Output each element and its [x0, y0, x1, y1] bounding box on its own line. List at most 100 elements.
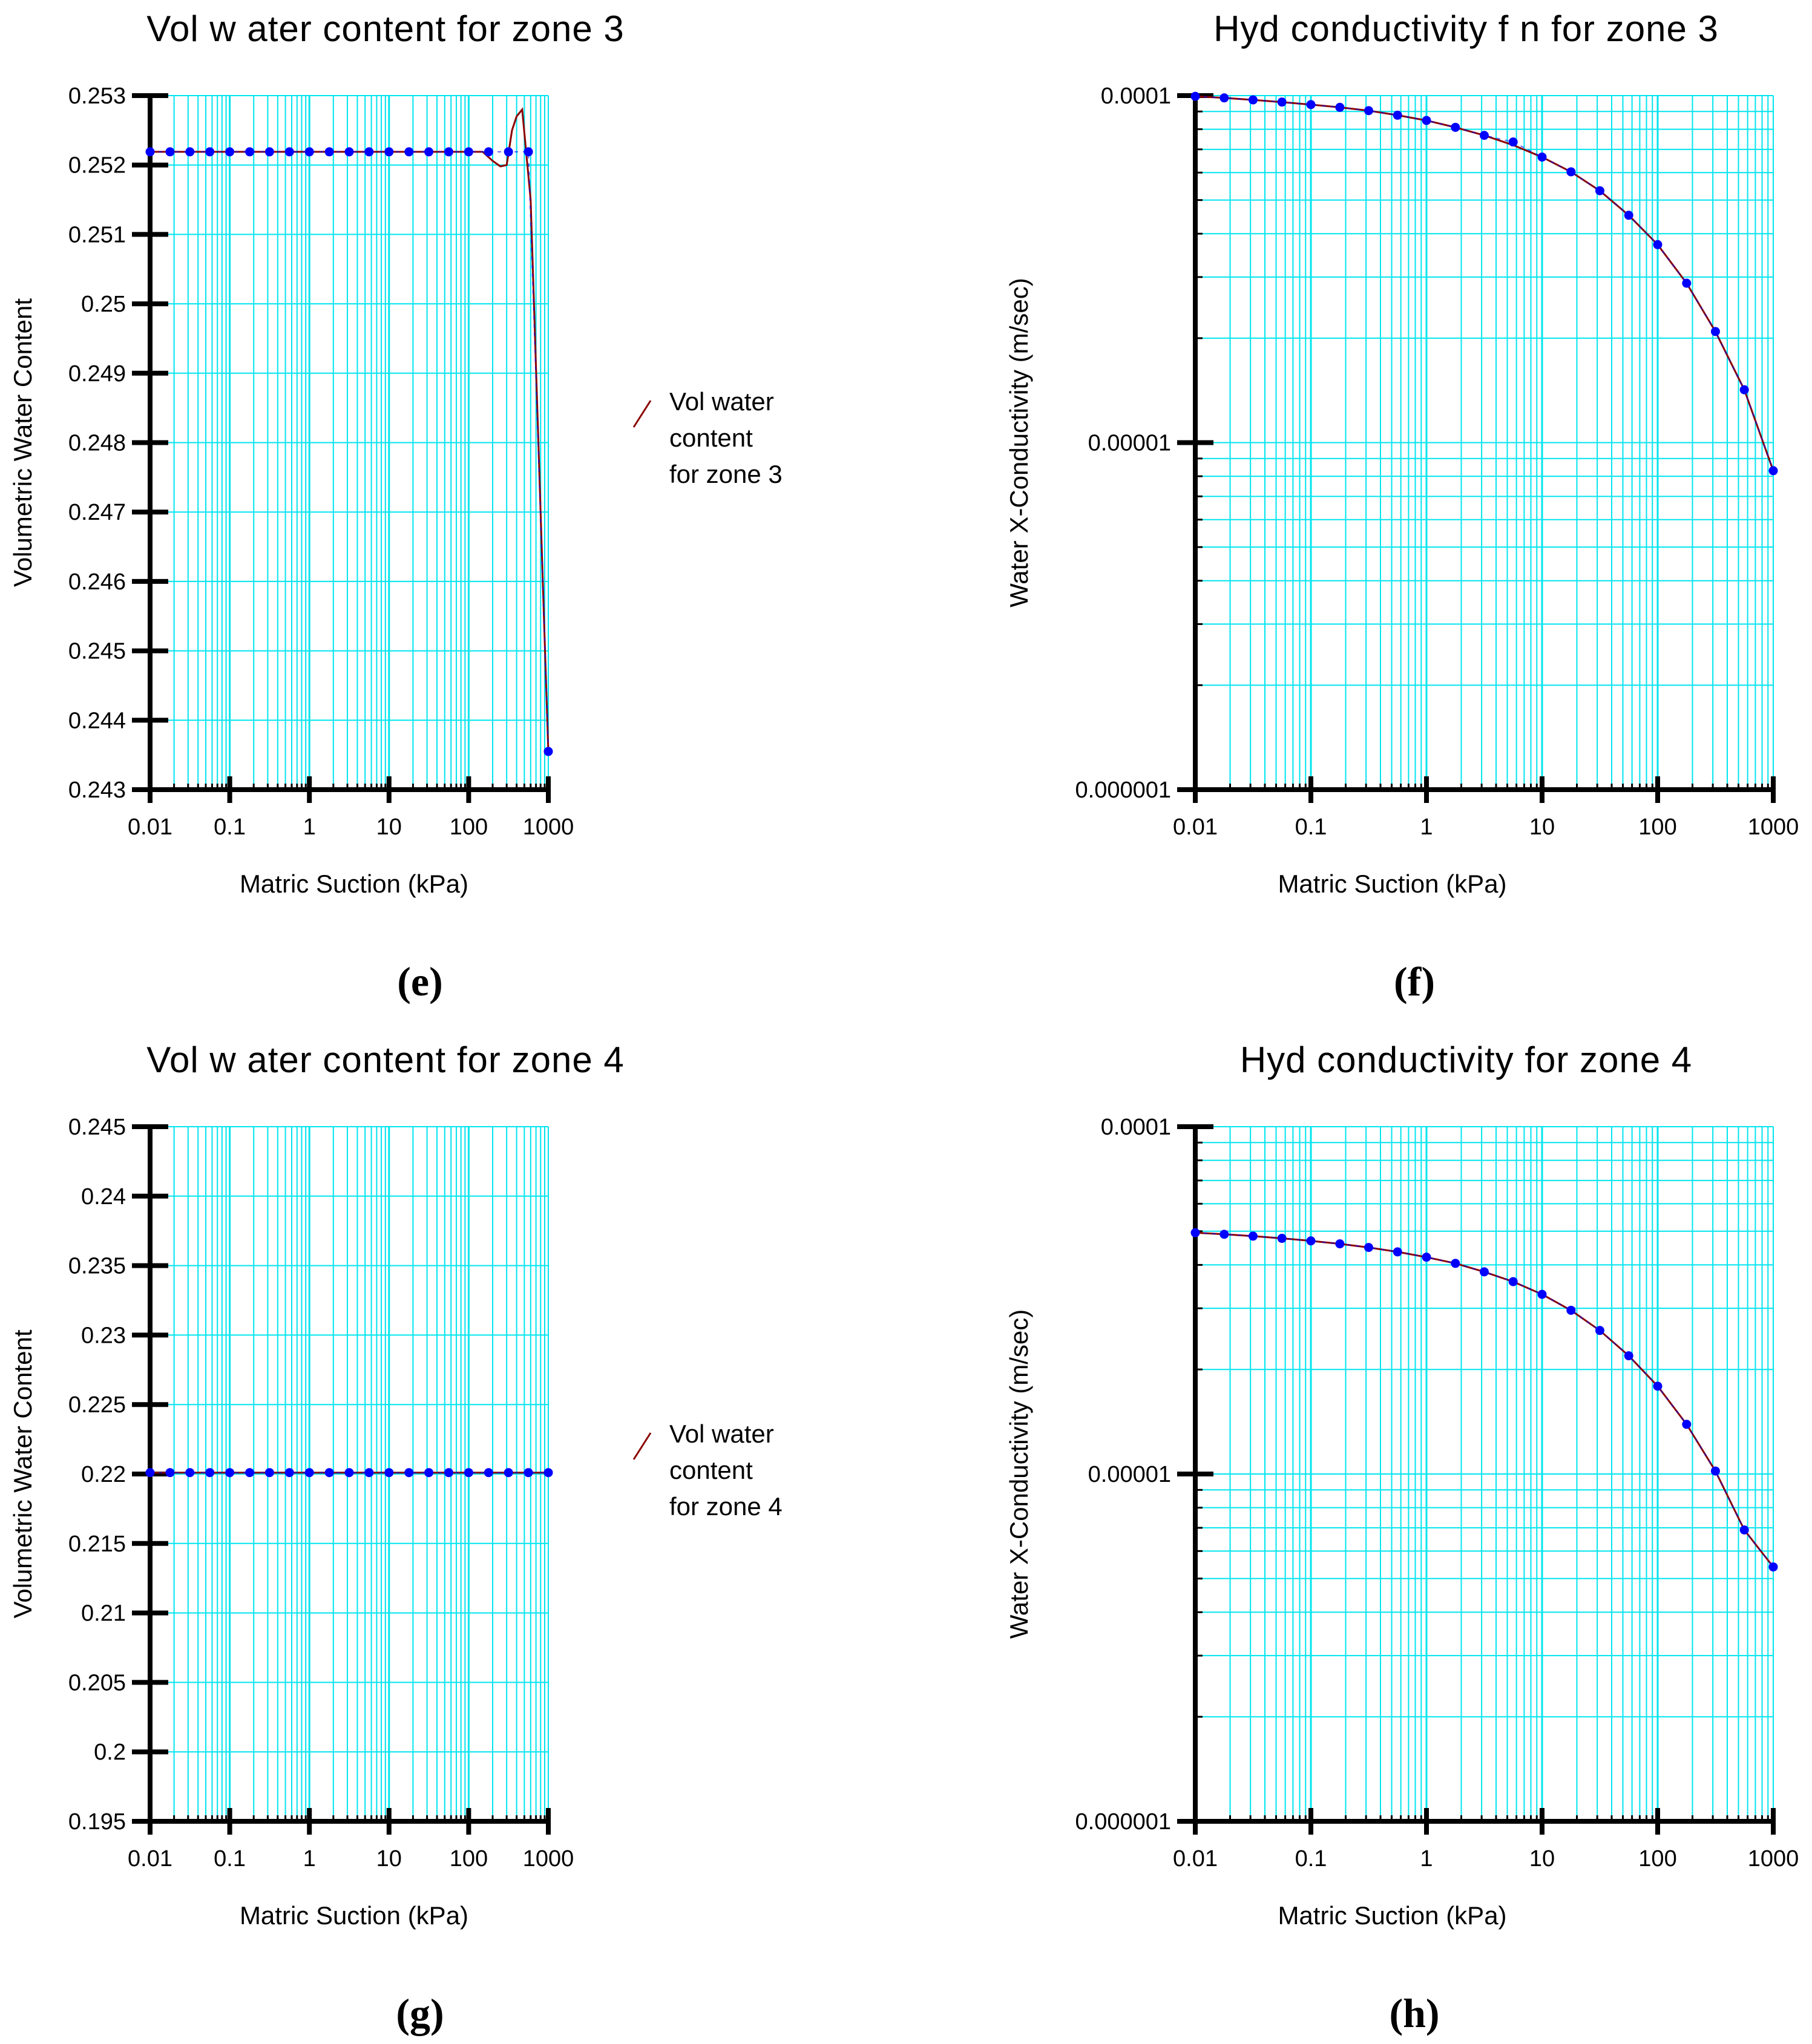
data-point: [304, 1468, 314, 1478]
x-tick-label: 0.1: [1295, 1846, 1327, 1872]
data-point: [1566, 167, 1576, 177]
data-point: [1710, 1466, 1720, 1476]
y-tick-label: 0.253: [68, 84, 126, 109]
x-tick-label: 0.01: [128, 1846, 172, 1872]
legend: Vol water content for zone 4: [632, 1420, 783, 1521]
data-point: [1479, 131, 1489, 140]
data-point: [1306, 1236, 1316, 1246]
x-axis-label: Matric Suction (kPa): [240, 870, 468, 898]
legend: Vol water content for zone 3: [632, 387, 783, 488]
y-tick-label: 0.24: [81, 1184, 126, 1210]
chart-title: Vol w ater content for zone 3: [146, 8, 624, 49]
data-point: [484, 1468, 493, 1478]
panel-label: (e): [397, 958, 442, 1004]
y-tick-label: 0.248: [68, 431, 126, 456]
x-tick-label: 1: [303, 1846, 316, 1872]
x-tick-label: 1000: [523, 814, 574, 840]
data-point: [364, 147, 374, 157]
data-point: [1508, 137, 1518, 147]
panel-label: (f): [1394, 958, 1435, 1004]
legend-text: Vol water: [669, 1420, 774, 1448]
series-marker-connector: [1195, 1232, 1774, 1568]
panel-label: (h): [1389, 1990, 1439, 2036]
y-tick-label: 0.251: [68, 222, 126, 247]
legend-text: for zone 3: [669, 460, 783, 488]
data-point: [1364, 106, 1373, 116]
panel-label: (g): [396, 1990, 444, 2036]
x-tick-label: 0.01: [128, 814, 172, 840]
chart-e: 0.01 0.1 1 10 100 1000 0.243 0.244 0.245 0.246 0.2…: [8, 8, 783, 1004]
y-tick-label: 0.225: [68, 1392, 126, 1418]
y-tick-label: 0.23: [81, 1323, 126, 1348]
x-tick-label: 0.1: [1295, 814, 1327, 840]
data-point: [245, 147, 255, 157]
legend-swatch: [632, 1432, 652, 1460]
chart-title: Hyd conductivity for zone 4: [1240, 1040, 1692, 1080]
data-point: [464, 1468, 473, 1478]
series-markers: [145, 147, 553, 756]
x-tick-label: 0.01: [1173, 1846, 1218, 1872]
y-tick-label: 0.00001: [1088, 431, 1171, 456]
data-point: [344, 1468, 354, 1478]
data-point: [424, 1468, 434, 1478]
x-tick-label: 1: [303, 814, 316, 840]
chart-title: Hyd conductivity f n for zone 3: [1213, 8, 1719, 49]
y-tick-label: 0.25: [81, 292, 126, 317]
data-point: [1682, 278, 1692, 288]
data-point: [1479, 1267, 1489, 1277]
legend-text: content: [669, 424, 753, 452]
data-point: [1422, 116, 1431, 125]
x-tick-label: 1000: [523, 1846, 574, 1872]
data-point: [185, 1468, 195, 1478]
x-tick-label: 10: [1529, 814, 1555, 840]
y-tick-label: 0.245: [68, 639, 126, 664]
x-tick-label: 1: [1420, 814, 1433, 840]
chart-title: Vol w ater content for zone 4: [146, 1040, 624, 1080]
y-tick-label: 0.2: [94, 1740, 126, 1765]
x-tick-label: 0.01: [1173, 814, 1218, 840]
y-tick-label: 0.245: [68, 1115, 126, 1140]
data-point: [304, 147, 314, 157]
data-point: [464, 147, 473, 157]
data-point: [484, 147, 493, 157]
data-point: [543, 1468, 553, 1478]
data-point: [185, 147, 195, 157]
x-tick-label: 100: [1638, 814, 1676, 840]
y-axis-label: Volumetric Water Content: [8, 298, 37, 587]
chart-h: 0.01 0.1 1 10 100 1000 0.000001 0.00001 0.0001 Hy…: [1005, 1040, 1799, 2036]
x-tick-label: 1000: [1748, 1846, 1799, 1872]
data-point: [1248, 1231, 1258, 1241]
x-tick-label: 100: [1638, 1846, 1676, 1872]
data-point: [1537, 152, 1547, 162]
y-tick-label: 0.249: [68, 361, 126, 387]
x-axis-label: Matric Suction (kPa): [1278, 870, 1506, 898]
series-markers: [145, 1468, 553, 1478]
y-tick-label: 0.000001: [1075, 1809, 1172, 1835]
data-point: [1451, 1259, 1460, 1268]
x-tick-label: 10: [1529, 1846, 1555, 1872]
y-tick-label: 0.0001: [1101, 84, 1171, 109]
data-point: [1190, 1228, 1200, 1237]
gridlines: [149, 95, 549, 790]
data-point: [1248, 95, 1258, 105]
data-point: [284, 1468, 294, 1478]
y-tick-label: 0.0001: [1101, 1115, 1171, 1140]
x-tick-label: 0.1: [214, 1846, 246, 1872]
gridlines: [1194, 95, 1774, 790]
chart-f: 0.01 0.1 1 10 100 1000 0.000001 0.00001 0.0001 Hy…: [1005, 8, 1799, 1004]
legend-text: Vol water: [669, 387, 774, 416]
y-tick-label: 0.00001: [1088, 1462, 1171, 1487]
y-axis-label: Water X-Conductivity (m/sec): [1005, 1309, 1033, 1639]
y-axis-label: Water X-Conductivity (m/sec): [1005, 278, 1033, 608]
data-point: [1364, 1243, 1373, 1253]
x-tick-label: 10: [376, 1846, 402, 1872]
legend-text: content: [669, 1456, 753, 1484]
series-markers: [1190, 91, 1778, 476]
x-tick-label: 100: [450, 814, 488, 840]
data-point: [1393, 1247, 1402, 1257]
series-marker-connector: [150, 151, 549, 752]
data-point: [1393, 110, 1402, 120]
data-point: [524, 147, 533, 157]
data-point: [284, 147, 294, 157]
